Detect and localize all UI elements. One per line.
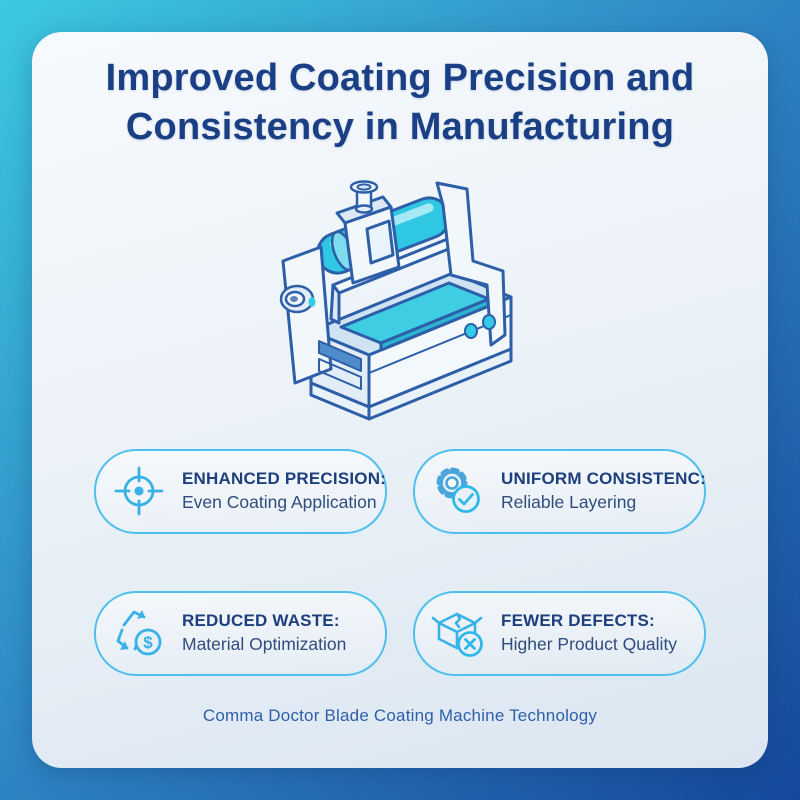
feature-card-reduced-waste: $ REDUCED WASTE: Material Optimization <box>94 590 387 676</box>
svg-text:$: $ <box>143 633 153 652</box>
feature-heading: ENHANCED PRECISION: <box>182 469 387 489</box>
feature-text: REDUCED WASTE: Material Optimization <box>182 611 346 655</box>
feature-heading: FEWER DEFECTS: <box>501 611 655 631</box>
feature-description: Reliable Layering <box>501 492 637 513</box>
gear-check-icon <box>436 467 480 514</box>
feature-description: Higher Product Quality <box>501 634 678 655</box>
feature-heading: UNIFORM CONSISTENC: <box>501 469 706 489</box>
recycle-dollar-icon: $ <box>116 610 162 656</box>
footer-caption: Comma Doctor Blade Coating Machine Techn… <box>202 706 598 725</box>
feature-text: FEWER DEFECTS: Higher Product Quality <box>501 611 677 655</box>
feature-card-fewer-defects: FEWER DEFECTS: Higher Product Quality <box>413 590 706 676</box>
crosshair-target-icon <box>114 466 164 516</box>
feature-description: Material Optimization <box>182 634 347 655</box>
feature-description: Even Coating Application <box>182 492 377 513</box>
feature-grid: ENHANCED PRECISION: Even Coating Applica… <box>94 448 706 676</box>
feature-card-enhanced-precision: ENHANCED PRECISION: Even Coating Applica… <box>94 448 387 534</box>
content-card: Improved Coating Precision and Consisten… <box>32 32 768 768</box>
page-title: Improved Coating Precision and Consisten… <box>105 57 695 149</box>
box-defect-icon <box>431 612 483 658</box>
feature-text: UNIFORM CONSISTENC: Reliable Layering <box>501 469 706 513</box>
feature-heading: REDUCED WASTE: <box>182 611 340 631</box>
coating-machine-illustration <box>279 180 513 421</box>
feature-text: ENHANCED PRECISION: Even Coating Applica… <box>182 469 386 513</box>
feature-card-uniform-consistency: UNIFORM CONSISTENC: Reliable Layering <box>413 448 706 534</box>
